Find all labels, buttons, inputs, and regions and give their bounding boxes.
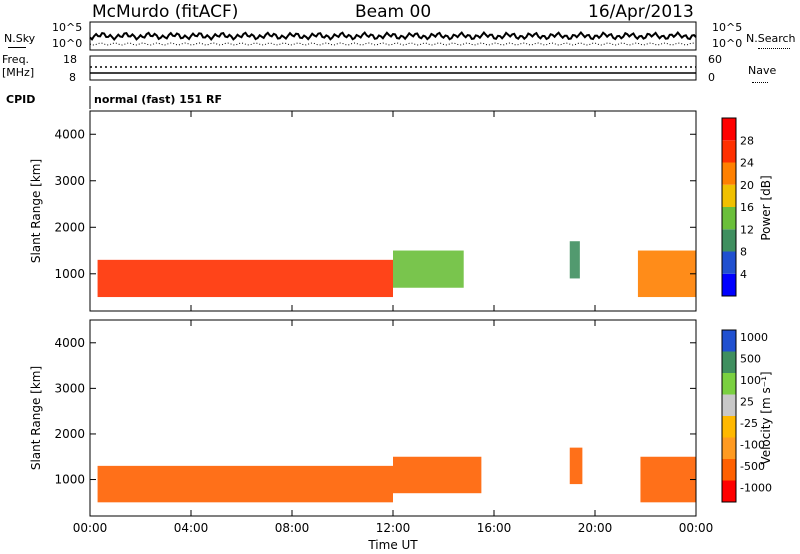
nsearch-label: N.Search — [746, 32, 796, 45]
power-colorbar-tick: 12 — [740, 223, 754, 236]
power-colorbar-swatch — [722, 162, 736, 185]
x-tick-label: 00:00 — [73, 521, 108, 535]
nave-legend-line — [752, 82, 768, 83]
power-colorbar-tick: 8 — [740, 246, 747, 259]
power-y-label: Slant Range [km] — [29, 159, 43, 263]
velocity-colorbar: 1000 500 100 25 -25 -100 -500 -1000 — [721, 329, 772, 503]
x-tick-label: 08:00 — [275, 521, 310, 535]
date-title: 16/Apr/2013 — [588, 2, 694, 22]
nsearch-top-tick: 10^5 — [712, 21, 743, 34]
x-tick-label: 04:00 — [174, 521, 209, 535]
power-colorbar-tick: 20 — [740, 179, 754, 192]
y-tick-label: 3000 — [54, 174, 85, 188]
power-colorbar-swatch — [722, 140, 736, 163]
beam-title: Beam 00 — [355, 2, 432, 22]
power-colorbar-swatch — [722, 229, 736, 252]
nsky-top-tick: 10^5 — [52, 21, 83, 34]
velocity-colorbar-frame — [721, 329, 737, 503]
velocity-colorbar-swatch — [722, 373, 736, 395]
x-tick-label: 00:00 — [679, 521, 714, 535]
data-region-0 — [97, 465, 393, 503]
data-region-2 — [569, 241, 580, 279]
power-colorbar-tick: 4 — [740, 268, 747, 281]
x-tick-label: 16:00 — [477, 521, 512, 535]
y-tick-label: 3000 — [54, 381, 85, 395]
velocity-colorbar-tick: 500 — [740, 353, 761, 366]
velocity-colorbar-swatch — [722, 416, 736, 438]
cpid-text: normal (fast) 151 RF — [94, 93, 222, 106]
velocity-colorbar-tick: -25 — [740, 417, 758, 430]
nsky-bottom-tick: 10^0 — [52, 37, 83, 50]
velocity-colorbar-swatch — [722, 480, 736, 502]
power-y-ticks: 1000 2000 3000 4000 — [54, 127, 696, 281]
velocity-y-label: Slant Range [km] — [29, 366, 43, 470]
power-colorbar-swatch — [722, 207, 736, 230]
data-region-1 — [393, 456, 482, 494]
nsky-line — [89, 30, 697, 42]
data-region-1 — [393, 250, 464, 288]
x-tick-label: 12:00 — [376, 521, 411, 535]
freq-label: Freq. — [2, 53, 30, 66]
power-colorbar-swatch — [722, 184, 736, 207]
power-colorbar-tick: 16 — [740, 201, 754, 214]
nsky-label: N.Sky — [4, 32, 36, 45]
power-colorbar-swatch — [722, 273, 736, 296]
data-region-3 — [637, 250, 696, 298]
power-colorbar-label: Power [dB] — [759, 175, 773, 240]
velocity-colorbar-swatch — [722, 437, 736, 459]
velocity-colorbar-swatch — [722, 330, 736, 352]
nave-label: Nave — [748, 64, 777, 77]
velocity-colorbar-tick: -100 — [740, 439, 765, 452]
power-colorbar-tick: 24 — [740, 157, 754, 170]
velocity-y-ticks: 1000 2000 3000 4000 — [54, 336, 696, 487]
freq-unit: [MHz] — [2, 66, 35, 79]
nsky-series — [89, 30, 697, 46]
power-colorbar-swatch — [722, 118, 736, 141]
cpid-label: CPID — [6, 93, 36, 106]
nave-bottom-tick: 0 — [708, 71, 715, 84]
nsky-legend-line — [8, 47, 26, 48]
power-colorbar-swatch — [722, 251, 736, 274]
y-tick-label: 2000 — [54, 220, 85, 234]
power-colorbar-frame — [721, 117, 737, 297]
freq-panel-frame — [89, 55, 697, 81]
x-axis-label: Time UT — [367, 538, 418, 552]
x-tick-label: 20:00 — [578, 521, 613, 535]
velocity-colorbar-tick: 25 — [740, 396, 754, 409]
velocity-colorbar-tick: -500 — [740, 460, 765, 473]
freq-bottom-tick: 8 — [69, 71, 76, 84]
velocity-colorbar-tick: -1000 — [740, 482, 772, 495]
data-region-0 — [97, 259, 393, 298]
y-tick-label: 1000 — [54, 473, 85, 487]
nsky-panel-frame — [89, 21, 697, 51]
nsearch-line — [89, 42, 697, 46]
data-region-3 — [640, 456, 696, 503]
station-title: McMurdo (fitACF) — [92, 2, 239, 22]
y-tick-label: 2000 — [54, 427, 85, 441]
y-tick-label: 1000 — [54, 267, 85, 281]
velocity-data-regions — [97, 447, 696, 503]
power-data-regions — [97, 241, 696, 298]
velocity-colorbar-swatch — [722, 351, 736, 373]
nsearch-legend-line — [758, 48, 790, 49]
velocity-colorbar-swatch — [722, 459, 736, 481]
power-colorbar-tick: 28 — [740, 134, 754, 147]
power-colorbar: 4 8 12 16 20 24 28 — [721, 117, 754, 297]
y-tick-label: 4000 — [54, 336, 85, 350]
data-region-2 — [569, 447, 583, 485]
velocity-colorbar-swatch — [722, 394, 736, 416]
velocity-colorbar-label: Velocity [m s⁻¹] — [759, 371, 773, 464]
velocity-colorbar-tick: 100 — [740, 374, 761, 387]
velocity-colorbar-tick: 1000 — [740, 331, 768, 344]
freq-top-tick: 18 — [63, 53, 77, 66]
y-tick-label: 4000 — [54, 127, 85, 141]
x-axis-ticks: 00:00 04:00 08:00 12:00 16:00 20:00 00:00 — [73, 111, 714, 535]
nsearch-bottom-tick: 10^0 — [712, 37, 743, 50]
nave-top-tick: 60 — [708, 53, 722, 66]
